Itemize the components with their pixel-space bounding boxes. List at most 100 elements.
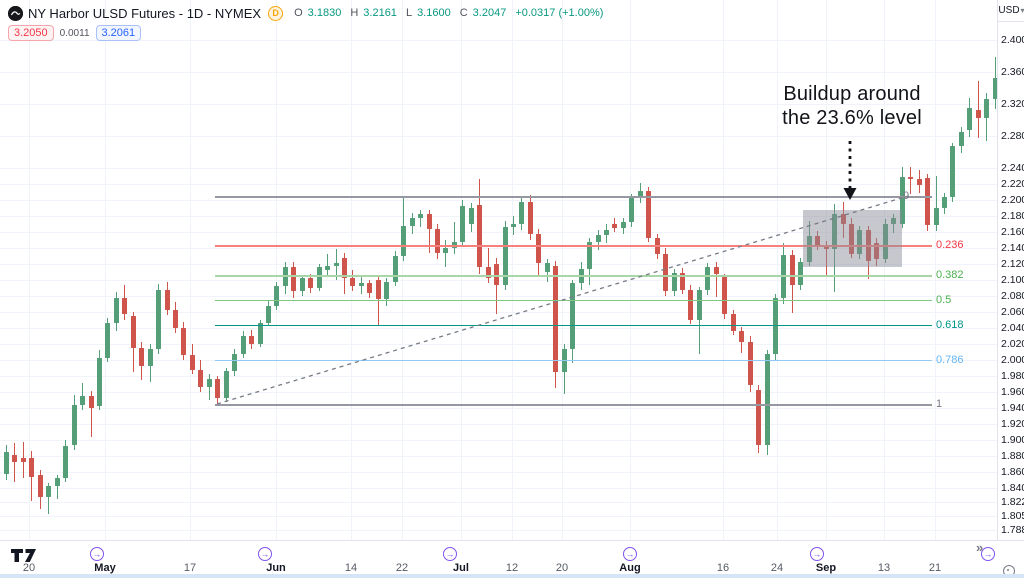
candle[interactable]	[620, 222, 626, 228]
candle[interactable]	[409, 217, 415, 226]
candle[interactable]	[688, 289, 694, 320]
candle[interactable]	[181, 328, 187, 356]
candle[interactable]	[350, 278, 356, 287]
candle[interactable]	[316, 267, 322, 288]
candle[interactable]	[975, 110, 981, 119]
fib-level-line[interactable]	[215, 324, 932, 326]
candle[interactable]	[933, 208, 939, 225]
candle[interactable]	[434, 228, 440, 253]
buy-price-button[interactable]: 3.2061	[95, 25, 142, 41]
candle[interactable]	[477, 204, 483, 268]
candle[interactable]	[680, 272, 685, 290]
candle[interactable]	[384, 281, 390, 300]
candle[interactable]	[891, 218, 897, 224]
candle[interactable]	[342, 257, 347, 279]
candle[interactable]	[333, 263, 339, 266]
candle[interactable]	[629, 197, 635, 223]
candle[interactable]	[206, 379, 212, 388]
candle[interactable]	[105, 323, 111, 358]
candle[interactable]	[713, 267, 719, 274]
candle[interactable]	[705, 267, 711, 291]
symbol-logo[interactable]	[8, 5, 23, 21]
candle[interactable]	[291, 267, 297, 292]
candle[interactable]	[612, 224, 618, 228]
candle[interactable]	[325, 265, 331, 271]
fib-level-line[interactable]	[215, 359, 932, 361]
candle[interactable]	[215, 379, 221, 399]
candle[interactable]	[308, 278, 314, 288]
candle[interactable]	[899, 176, 905, 224]
candle[interactable]	[139, 348, 145, 367]
candle[interactable]	[730, 314, 736, 332]
candle[interactable]	[443, 248, 449, 253]
candle[interactable]	[984, 99, 990, 119]
candle[interactable]	[806, 236, 812, 262]
candle[interactable]	[494, 264, 500, 285]
candle[interactable]	[88, 396, 94, 408]
candle[interactable]	[198, 369, 204, 388]
contract-rollover-icon[interactable]: →	[623, 547, 637, 561]
candle[interactable]	[840, 213, 846, 224]
candle[interactable]	[671, 272, 677, 292]
contract-rollover-icon[interactable]: →	[810, 547, 824, 561]
candle[interactable]	[223, 371, 229, 399]
candle[interactable]	[536, 233, 542, 264]
candle[interactable]	[544, 263, 550, 272]
candle[interactable]	[358, 283, 364, 287]
candle[interactable]	[249, 336, 255, 344]
candle[interactable]	[130, 316, 136, 348]
candle[interactable]	[815, 236, 821, 247]
contract-rollover-icon[interactable]: →	[443, 547, 457, 561]
candle[interactable]	[587, 242, 593, 269]
candle[interactable]	[595, 235, 601, 243]
goto-latest-icon[interactable]: »	[976, 540, 984, 555]
candle[interactable]	[603, 229, 609, 236]
candle[interactable]	[37, 475, 43, 497]
candle[interactable]	[29, 457, 35, 477]
fib-level-line[interactable]	[215, 245, 932, 247]
contract-rollover-icon[interactable]: →	[981, 547, 995, 561]
candle[interactable]	[646, 191, 652, 239]
candle[interactable]	[71, 404, 77, 445]
fib-level-line[interactable]	[215, 300, 932, 302]
candle[interactable]	[502, 227, 508, 285]
candle[interactable]	[992, 77, 997, 100]
candle[interactable]	[772, 298, 778, 354]
candle[interactable]	[274, 286, 280, 306]
candle[interactable]	[958, 132, 964, 147]
candle[interactable]	[12, 455, 18, 462]
candle[interactable]	[696, 290, 702, 320]
candle[interactable]	[468, 208, 474, 224]
candle[interactable]	[798, 261, 804, 285]
candle[interactable]	[401, 225, 407, 256]
candle[interactable]	[4, 452, 9, 474]
candle[interactable]	[265, 305, 271, 324]
candle[interactable]	[367, 283, 373, 293]
candle[interactable]	[925, 178, 931, 225]
candle[interactable]	[451, 241, 457, 248]
candle[interactable]	[857, 230, 863, 255]
price-axis[interactable]: USD ▾ 2.4000 2.3600 2.3200 2.2800 2.2400 2.22…	[997, 0, 1024, 578]
candle[interactable]	[967, 108, 973, 131]
candle[interactable]	[164, 289, 170, 311]
candle[interactable]	[882, 224, 888, 260]
candle[interactable]	[527, 201, 533, 234]
candle[interactable]	[789, 255, 795, 285]
candle[interactable]	[46, 486, 52, 497]
candle[interactable]	[113, 297, 119, 324]
candle[interactable]	[916, 179, 922, 185]
candle[interactable]	[485, 267, 491, 278]
candle[interactable]	[832, 213, 838, 249]
contract-rollover-icon[interactable]: →	[258, 547, 272, 561]
candle[interactable]	[764, 353, 770, 445]
candle[interactable]	[747, 341, 753, 385]
symbol-title[interactable]: NY Harbor ULSD Futures - 1D - NYMEX	[28, 5, 262, 21]
candle[interactable]	[663, 254, 669, 292]
candle[interactable]	[299, 278, 305, 292]
chart-plot[interactable]: Buildup around the 23.6% level 0 0.236 0.3…	[0, 0, 997, 540]
candle[interactable]	[511, 224, 516, 228]
candle[interactable]	[756, 389, 762, 445]
buildup-highlight-box[interactable]	[803, 209, 902, 268]
candle[interactable]	[240, 336, 246, 354]
candle[interactable]	[460, 206, 466, 242]
